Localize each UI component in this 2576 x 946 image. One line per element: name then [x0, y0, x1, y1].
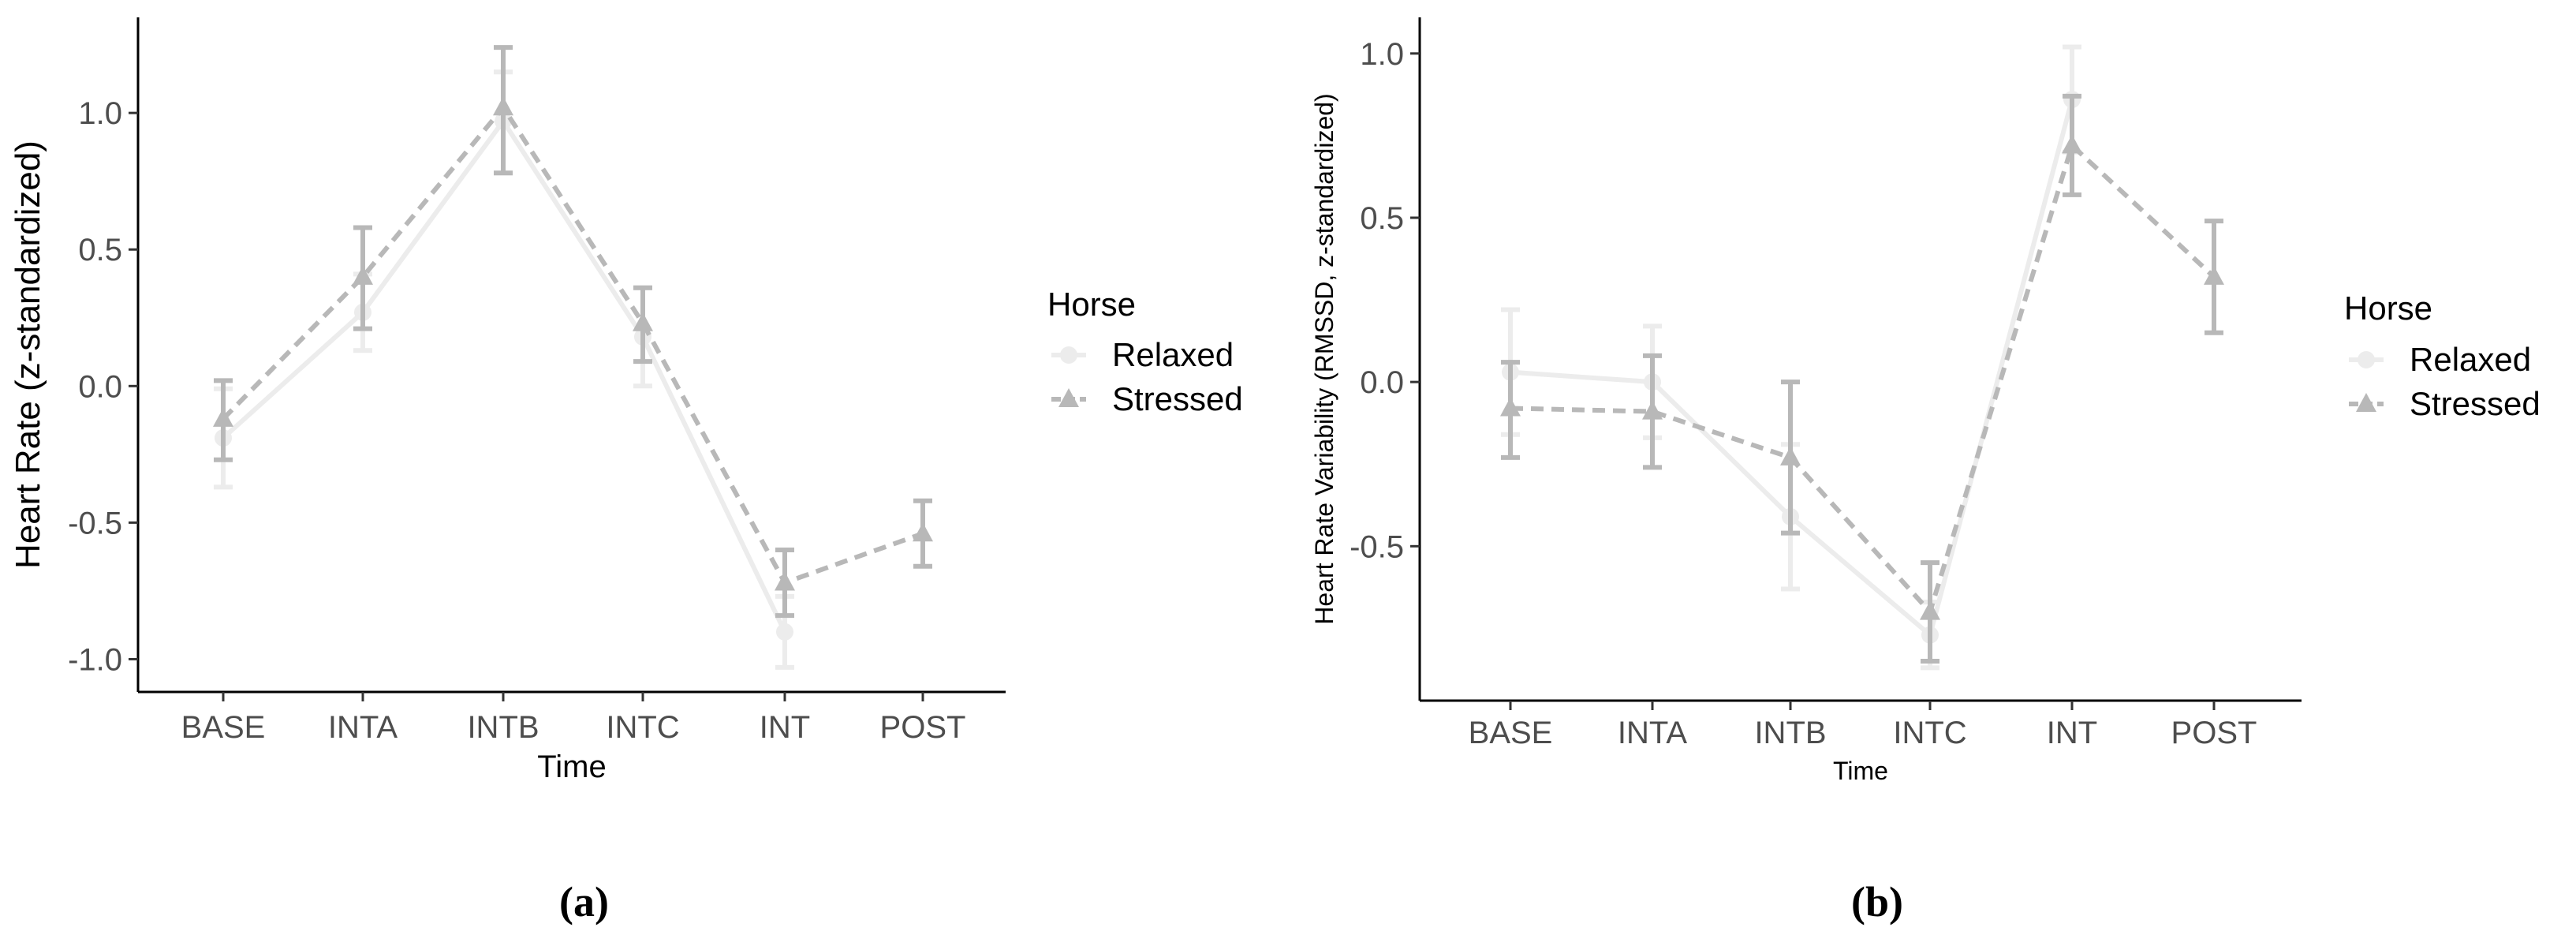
data-point-stressed — [353, 265, 373, 285]
legend-key-marker-relaxed — [2358, 351, 2375, 368]
series-line-stressed — [1510, 143, 2216, 615]
data-point-stressed — [1500, 397, 1521, 417]
panel-b-caption: (b) — [1851, 878, 1903, 925]
x-tick-label: INTC — [606, 710, 679, 745]
y-tick-label: 0.5 — [78, 233, 122, 267]
chart-panel-b: -0.5 0.0 0.5 1.0 BASE INTA INTB INTC INT POST Time… — [1310, 17, 2541, 785]
data-point-stressed — [493, 96, 513, 116]
legend-label-stressed: Stressed — [1112, 380, 1243, 417]
x-tick-label: INTA — [328, 710, 398, 745]
y-tick-label: 1.0 — [78, 96, 122, 131]
x-axis-title: Time — [1833, 757, 1888, 785]
x-tick-label: INT — [760, 710, 810, 745]
y-tick-label: -1.0 — [68, 642, 122, 677]
legend-key-marker-stressed — [2356, 393, 2376, 412]
y-tick-label: -0.5 — [1350, 529, 1404, 564]
data-point-stressed — [1642, 400, 1663, 420]
legend-label-stressed: Stressed — [2410, 385, 2541, 422]
y-tick-label: 0.0 — [78, 369, 122, 404]
x-tick-label: BASE — [1469, 716, 1553, 750]
y-axis-title: Heart Rate Variability (RMSSD, z-standar… — [1310, 93, 1338, 624]
data-point-stressed — [1920, 600, 1940, 620]
x-tick-label: POST — [2171, 716, 2257, 750]
x-tick-label: POST — [880, 710, 966, 745]
data-point-stressed — [1780, 446, 1801, 466]
data-point-relaxed — [776, 623, 793, 641]
y-tick-label: 0.0 — [1360, 365, 1404, 400]
y-tick-label: 0.5 — [1360, 201, 1404, 236]
y-axis-title: Heart Rate (z-standardized) — [9, 140, 47, 569]
data-point-stressed — [913, 522, 933, 542]
legend-key-marker-relaxed — [1060, 346, 1077, 364]
x-axis-title: Time — [537, 750, 606, 784]
panel-a-caption: (a) — [559, 878, 609, 925]
data-point-stressed — [2062, 134, 2082, 154]
x-tick-label: INTB — [1754, 716, 1826, 750]
legend-label-relaxed: Relaxed — [1112, 336, 1234, 373]
y-tick-label: 1.0 — [1360, 37, 1404, 72]
legend-title: Horse — [2344, 290, 2432, 327]
legend-key-marker-stressed — [1058, 388, 1079, 407]
x-tick-label: INTB — [467, 710, 539, 745]
x-tick-label: INTA — [1618, 716, 1687, 750]
data-point-stressed — [633, 312, 653, 331]
x-tick-label: INTC — [1893, 716, 1966, 750]
chart-panel-a: -1.0 -0.5 0.0 0.5 1.0 BASE INTA INTB INTC INT POST… — [9, 17, 1243, 784]
series-line-stressed — [221, 105, 924, 585]
x-tick-label: INT — [2047, 716, 2097, 750]
data-point-stressed — [213, 407, 233, 427]
data-point-stressed — [775, 571, 795, 591]
y-tick-label: -0.5 — [68, 506, 122, 540]
legend-title: Horse — [1047, 286, 1136, 323]
x-tick-label: BASE — [181, 710, 266, 745]
data-point-stressed — [2204, 265, 2224, 285]
legend-label-relaxed: Relaxed — [2410, 341, 2531, 378]
series-line-relaxed — [221, 118, 787, 634]
